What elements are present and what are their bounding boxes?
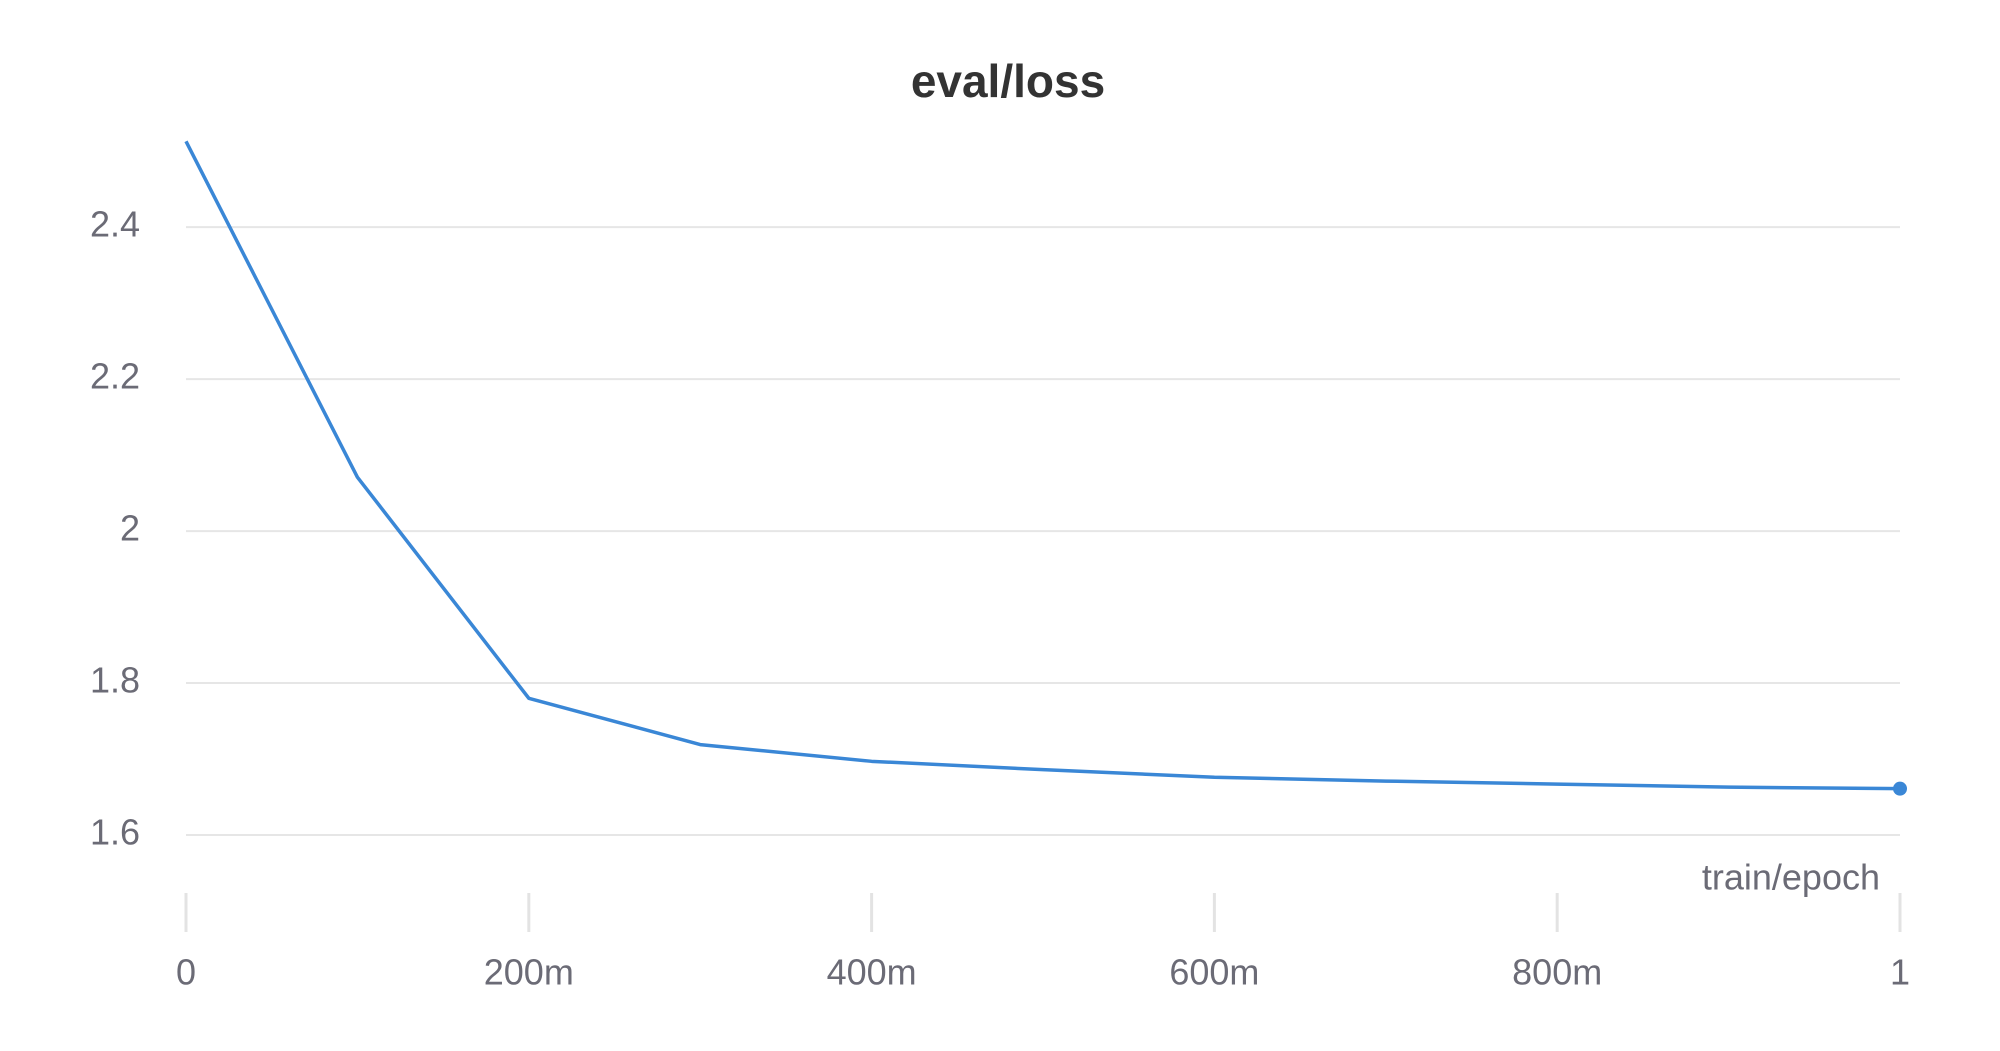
x-tick-label: 0 — [176, 952, 196, 993]
x-tick-label: 200m — [484, 952, 574, 993]
y-tick-label: 2.2 — [90, 356, 140, 397]
x-tick-label: 400m — [827, 952, 917, 993]
x-tick-label: 800m — [1512, 952, 1602, 993]
y-tick-label: 2.4 — [90, 204, 140, 245]
y-tick-label: 1.6 — [90, 812, 140, 853]
x-tick-label: 600m — [1169, 952, 1259, 993]
chart-title: eval/loss — [911, 55, 1105, 107]
end-point — [1893, 781, 1907, 796]
y-tick-label: 2 — [120, 508, 140, 549]
x-axis-label: train/epoch — [1702, 857, 1880, 898]
y-tick-label: 1.8 — [90, 660, 140, 701]
line — [184, 140, 1901, 791]
x-tick-label: 1 — [1890, 952, 1910, 993]
